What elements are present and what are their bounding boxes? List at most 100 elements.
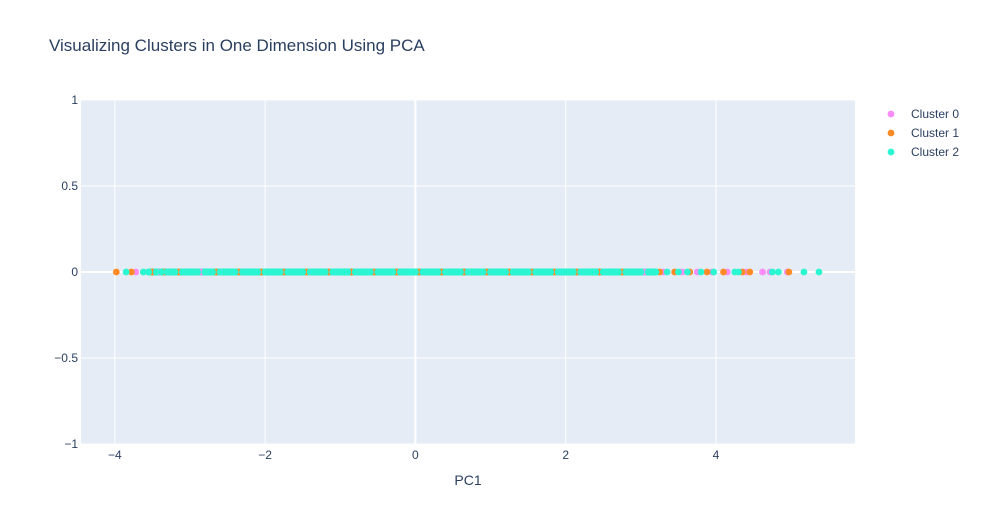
cluster-2-point	[592, 268, 600, 276]
cluster-2-point	[314, 268, 322, 276]
cluster-2-point	[663, 268, 671, 276]
cluster-2-point	[194, 268, 201, 276]
cluster-2-point	[710, 268, 718, 276]
cluster-2-point	[735, 268, 742, 276]
cluster-2-point	[351, 268, 359, 276]
cluster-2-point	[652, 268, 660, 276]
cluster-1-point	[127, 268, 135, 276]
cluster-2-point	[139, 268, 147, 276]
cluster-2-point	[201, 268, 209, 276]
cluster-2-point	[171, 268, 179, 276]
cluster-2-point	[800, 268, 808, 276]
cluster-2-point	[637, 268, 645, 276]
cluster-2-point	[404, 268, 412, 276]
cluster-2-point	[472, 268, 479, 276]
cluster-2-point	[179, 268, 186, 276]
cluster-1-point	[112, 268, 120, 276]
cluster-2-point	[457, 268, 464, 276]
cluster-1-point	[746, 268, 754, 276]
cluster-2-point	[261, 268, 269, 276]
cluster-2-point	[577, 268, 585, 276]
cluster-2-point	[434, 268, 442, 276]
cluster-2-point	[815, 268, 823, 276]
cluster-2-point	[122, 268, 130, 276]
cluster-2-point	[381, 268, 389, 276]
cluster-2-point	[152, 268, 160, 276]
cluster-2-point	[547, 268, 555, 276]
cluster-2-point	[269, 268, 277, 276]
cluster-2-point	[246, 268, 254, 276]
y-tick-label: −1	[64, 437, 78, 451]
x-axis-title: PC1	[454, 472, 481, 488]
cluster-2-point	[186, 268, 194, 276]
x-tick-label: 0	[412, 448, 419, 462]
cluster-0-point	[759, 268, 766, 276]
legend-label: Cluster 1	[911, 126, 959, 140]
cluster-2-point	[224, 268, 231, 276]
cluster-2-point	[502, 268, 509, 276]
cluster-2-point	[554, 268, 562, 276]
cluster-2-point	[344, 268, 352, 276]
cluster-2-point	[329, 268, 337, 276]
legend-marker	[887, 110, 895, 118]
x-tick-label: 2	[562, 448, 569, 462]
cluster-2-point	[359, 268, 367, 276]
cluster-2-point	[487, 268, 494, 276]
cluster-2-point	[607, 268, 615, 276]
chart-title: Visualizing Clusters in One Dimension Us…	[49, 36, 425, 55]
cluster-1-point	[703, 268, 711, 276]
cluster-2-point	[366, 268, 374, 276]
legend-label: Cluster 2	[911, 145, 959, 159]
cluster-2-point	[231, 268, 239, 276]
cluster-2-point	[539, 268, 547, 276]
x-tick-label: 4	[713, 448, 720, 462]
legend-marker	[887, 148, 895, 156]
cluster-2-point	[569, 268, 577, 276]
cluster-2-point	[494, 268, 502, 276]
cluster-2-point	[374, 268, 382, 276]
cluster-2-point	[532, 268, 540, 276]
y-tick-label: 1	[71, 93, 78, 107]
cluster-2-point	[442, 268, 449, 276]
legend-label: Cluster 0	[911, 107, 959, 121]
cluster-2-point	[299, 268, 307, 276]
cluster-2-point	[562, 268, 570, 276]
y-tick-label: −0.5	[54, 351, 78, 365]
cluster-2-point	[306, 268, 314, 276]
legend: Cluster 0 Cluster 1 Cluster 2	[887, 107, 959, 159]
cluster-2-point	[239, 268, 246, 276]
cluster-2-point	[336, 268, 344, 276]
cluster-2-point	[449, 268, 457, 276]
cluster-1-point	[720, 268, 727, 276]
cluster-2-point	[768, 268, 776, 276]
cluster-2-point	[419, 268, 427, 276]
cluster-2-point	[464, 268, 472, 276]
cluster-2-point	[254, 268, 261, 276]
cluster-2-point	[584, 268, 592, 276]
cluster-2-point	[509, 268, 517, 276]
cluster-2-point	[644, 268, 652, 276]
cluster-2-point	[164, 268, 171, 276]
legend-marker	[887, 129, 895, 137]
cluster-2-point	[216, 268, 224, 276]
data-points	[112, 268, 823, 276]
cluster-2-point	[684, 268, 691, 276]
cluster-2-point	[389, 268, 397, 276]
y-tick-label: 0.5	[61, 179, 78, 193]
y-tick-label: 0	[71, 265, 78, 279]
x-tick-labels: −4 −2 0 2 4	[108, 448, 720, 462]
cluster-2-point	[675, 268, 682, 276]
cluster-2-point	[517, 268, 525, 276]
cluster-2-point	[321, 268, 329, 276]
cluster-2-point	[396, 268, 404, 276]
cluster-1-point	[785, 268, 793, 276]
cluster-2-point	[209, 268, 216, 276]
cluster-2-point	[622, 268, 630, 276]
cluster-2-point	[284, 268, 292, 276]
cluster-2-point	[145, 268, 153, 276]
cluster-2-point	[697, 268, 705, 276]
cluster-2-point	[629, 268, 637, 276]
cluster-2-point	[524, 268, 532, 276]
y-tick-labels: −1 −0.5 0 0.5 1	[54, 93, 78, 451]
